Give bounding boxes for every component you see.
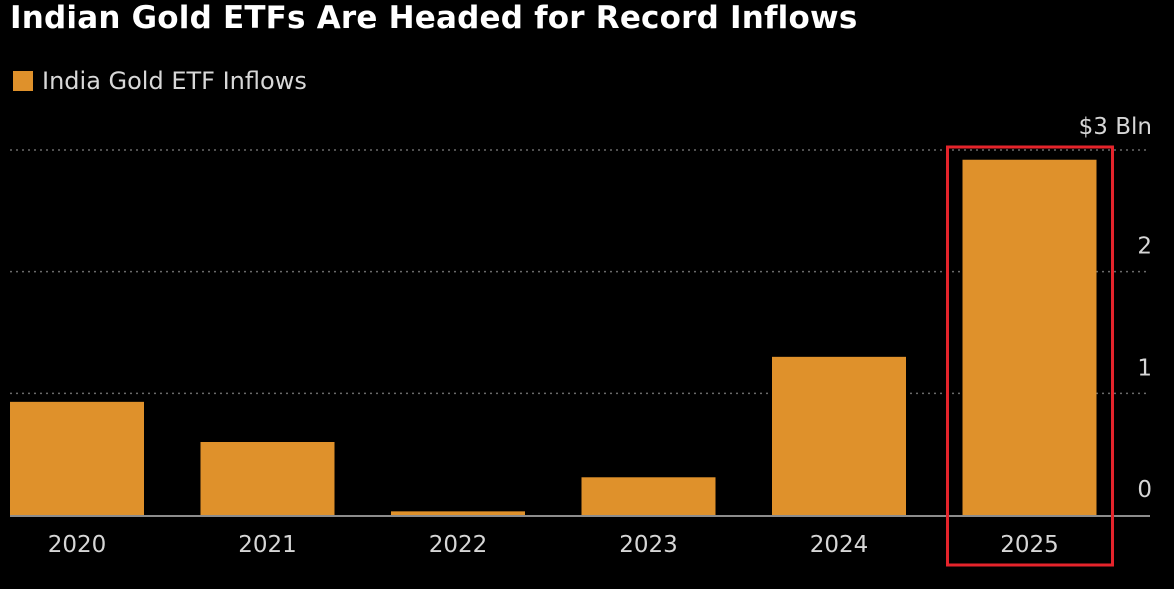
bar-2021 [200,442,335,515]
bar-2025 [962,159,1097,515]
bar-2020 [10,401,144,515]
x-tick-label: 2023 [619,532,678,558]
x-tick-label: 2020 [48,532,107,558]
legend: India Gold ETF Inflows [13,67,307,95]
highlight-box [946,145,1114,567]
y-tick-label: 2 [1137,234,1152,260]
bar-2022 [391,511,525,515]
x-tick-label: 2024 [810,532,869,558]
chart-title: Indian Gold ETFs Are Headed for Record I… [10,0,858,36]
legend-swatch [13,71,33,91]
y-tick-label: 0 [1137,477,1152,503]
x-tick-label: 2025 [1000,532,1059,558]
y-tick-label: 1 [1137,355,1152,381]
legend-label: India Gold ETF Inflows [42,67,307,95]
x-tick-label: 2022 [429,532,488,558]
bar-2024 [772,356,906,515]
bar-2023 [581,477,716,515]
y-tick-label: $3 Bln [1079,114,1152,140]
x-tick-label: 2021 [238,532,297,558]
